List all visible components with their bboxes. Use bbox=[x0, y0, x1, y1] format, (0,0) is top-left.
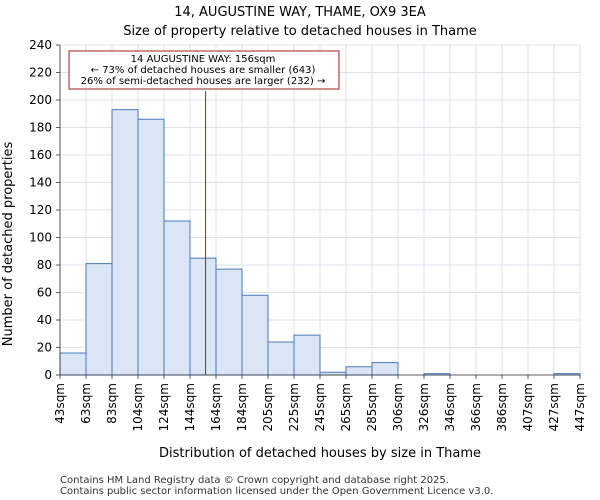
chart-subtitle: Size of property relative to detached ho… bbox=[123, 24, 477, 39]
x-tick-label-245sqm: 245sqm bbox=[313, 383, 327, 431]
x-tick-label-63sqm: 63sqm bbox=[79, 383, 93, 424]
x-tick-label-346sqm: 346sqm bbox=[443, 383, 457, 431]
bar-205sqm bbox=[267, 341, 295, 376]
x-tick-label-205sqm: 205sqm bbox=[261, 383, 275, 431]
x-tick-label-144sqm: 144sqm bbox=[183, 383, 197, 431]
y-ticks: 0 20 40 60 80 100 120 140 160 180 200 220 240 bbox=[29, 38, 60, 382]
annotation-frame bbox=[68, 50, 340, 90]
bar-63sqm bbox=[85, 263, 113, 376]
bar-265sqm bbox=[345, 366, 373, 376]
footer-line-1: Contains HM Land Registry data © Crown c… bbox=[60, 475, 449, 486]
y-axis-label: Number of detached properties bbox=[1, 142, 16, 347]
bar-225sqm bbox=[293, 334, 321, 376]
x-tick-label-164sqm: 164sqm bbox=[209, 383, 223, 431]
annotation-line-2: ← 73% of detached houses are smaller (64… bbox=[91, 65, 316, 76]
y-tick-label-60: 60 bbox=[37, 286, 52, 300]
x-tick-label-427sqm: 427sqm bbox=[547, 383, 561, 431]
y-tick-label-180: 180 bbox=[29, 121, 52, 135]
bar-164sqm bbox=[215, 268, 243, 376]
y-tick-label-220: 220 bbox=[29, 66, 52, 80]
x-tick-label-326sqm: 326sqm bbox=[417, 383, 431, 431]
y-tick-label-100: 100 bbox=[29, 231, 52, 245]
x-tick-label-386sqm: 386sqm bbox=[495, 383, 509, 431]
x-tick-label-366sqm: 366sqm bbox=[469, 383, 483, 431]
y-tick-label-80: 80 bbox=[37, 258, 52, 272]
chart-title: 14, AUGUSTINE WAY, THAME, OX9 3EA bbox=[174, 5, 426, 20]
footer-line-2: Contains public sector information licen… bbox=[60, 486, 493, 497]
y-tick-label-40: 40 bbox=[37, 313, 52, 327]
x-ticks: 43sqm 63sqm 83sqm 104sqm 124sqm 144sqm 164sqm 1… bbox=[53, 375, 587, 431]
x-tick-label-43sqm: 43sqm bbox=[53, 383, 67, 424]
y-tick-label-120: 120 bbox=[29, 203, 52, 217]
annotation-line-1: 14 AUGUSTINE WAY: 156sqm bbox=[131, 54, 276, 65]
y-tick-label-240: 240 bbox=[29, 38, 52, 52]
x-tick-label-83sqm: 83sqm bbox=[105, 383, 119, 424]
y-tick-label-0: 0 bbox=[44, 368, 52, 382]
x-tick-label-407sqm: 407sqm bbox=[521, 383, 535, 431]
x-tick-label-306sqm: 306sqm bbox=[391, 383, 405, 431]
x-axis-label: Distribution of detached houses by size … bbox=[159, 446, 481, 461]
bar-245sqm bbox=[319, 371, 347, 376]
annotation-box: 14 AUGUSTINE WAY: 156sqm ← 73% of detach… bbox=[68, 50, 340, 90]
y-tick-label-160: 160 bbox=[29, 148, 52, 162]
bar-43sqm bbox=[59, 352, 87, 376]
y-tick-label-140: 140 bbox=[29, 176, 52, 190]
x-tick-label-265sqm: 265sqm bbox=[339, 383, 353, 431]
bars-layer bbox=[59, 109, 581, 376]
x-tick-label-285sqm: 285sqm bbox=[365, 383, 379, 431]
bar-285sqm bbox=[371, 362, 399, 376]
bar-104sqm bbox=[137, 118, 165, 376]
x-tick-label-225sqm: 225sqm bbox=[287, 383, 301, 431]
y-tick-label-200: 200 bbox=[29, 93, 52, 107]
x-tick-label-447sqm: 447sqm bbox=[573, 383, 587, 431]
bar-83sqm bbox=[111, 109, 139, 376]
x-tick-label-104sqm: 104sqm bbox=[131, 383, 145, 431]
annotation-line-3: 26% of semi-detached houses are larger (… bbox=[81, 76, 326, 87]
bar-184sqm bbox=[241, 294, 269, 376]
bar-124sqm bbox=[163, 220, 191, 376]
bar-144sqm bbox=[189, 257, 217, 376]
y-tick-label-20: 20 bbox=[37, 341, 52, 355]
x-tick-label-184sqm: 184sqm bbox=[235, 383, 249, 431]
x-tick-label-124sqm: 124sqm bbox=[157, 383, 171, 431]
